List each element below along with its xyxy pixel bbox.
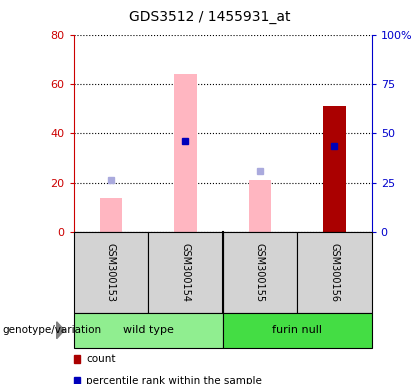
Bar bbox=[323, 106, 346, 232]
Text: GDS3512 / 1455931_at: GDS3512 / 1455931_at bbox=[129, 10, 291, 23]
Bar bbox=[74, 313, 223, 348]
Bar bbox=[74, 232, 148, 313]
Text: GSM300155: GSM300155 bbox=[255, 243, 265, 302]
Text: furin null: furin null bbox=[272, 325, 322, 335]
Bar bbox=[223, 232, 297, 313]
Text: percentile rank within the sample: percentile rank within the sample bbox=[86, 376, 262, 384]
Text: wild type: wild type bbox=[123, 325, 173, 335]
Text: GSM300156: GSM300156 bbox=[329, 243, 339, 302]
Text: genotype/variation: genotype/variation bbox=[2, 325, 101, 335]
Bar bbox=[249, 180, 271, 232]
Bar bbox=[148, 232, 223, 313]
Bar bbox=[223, 313, 372, 348]
Bar bbox=[297, 232, 372, 313]
Bar bbox=[174, 74, 197, 232]
Bar bbox=[100, 198, 122, 232]
Text: GSM300154: GSM300154 bbox=[180, 243, 190, 302]
Text: GSM300153: GSM300153 bbox=[106, 243, 116, 302]
Text: count: count bbox=[86, 354, 116, 364]
